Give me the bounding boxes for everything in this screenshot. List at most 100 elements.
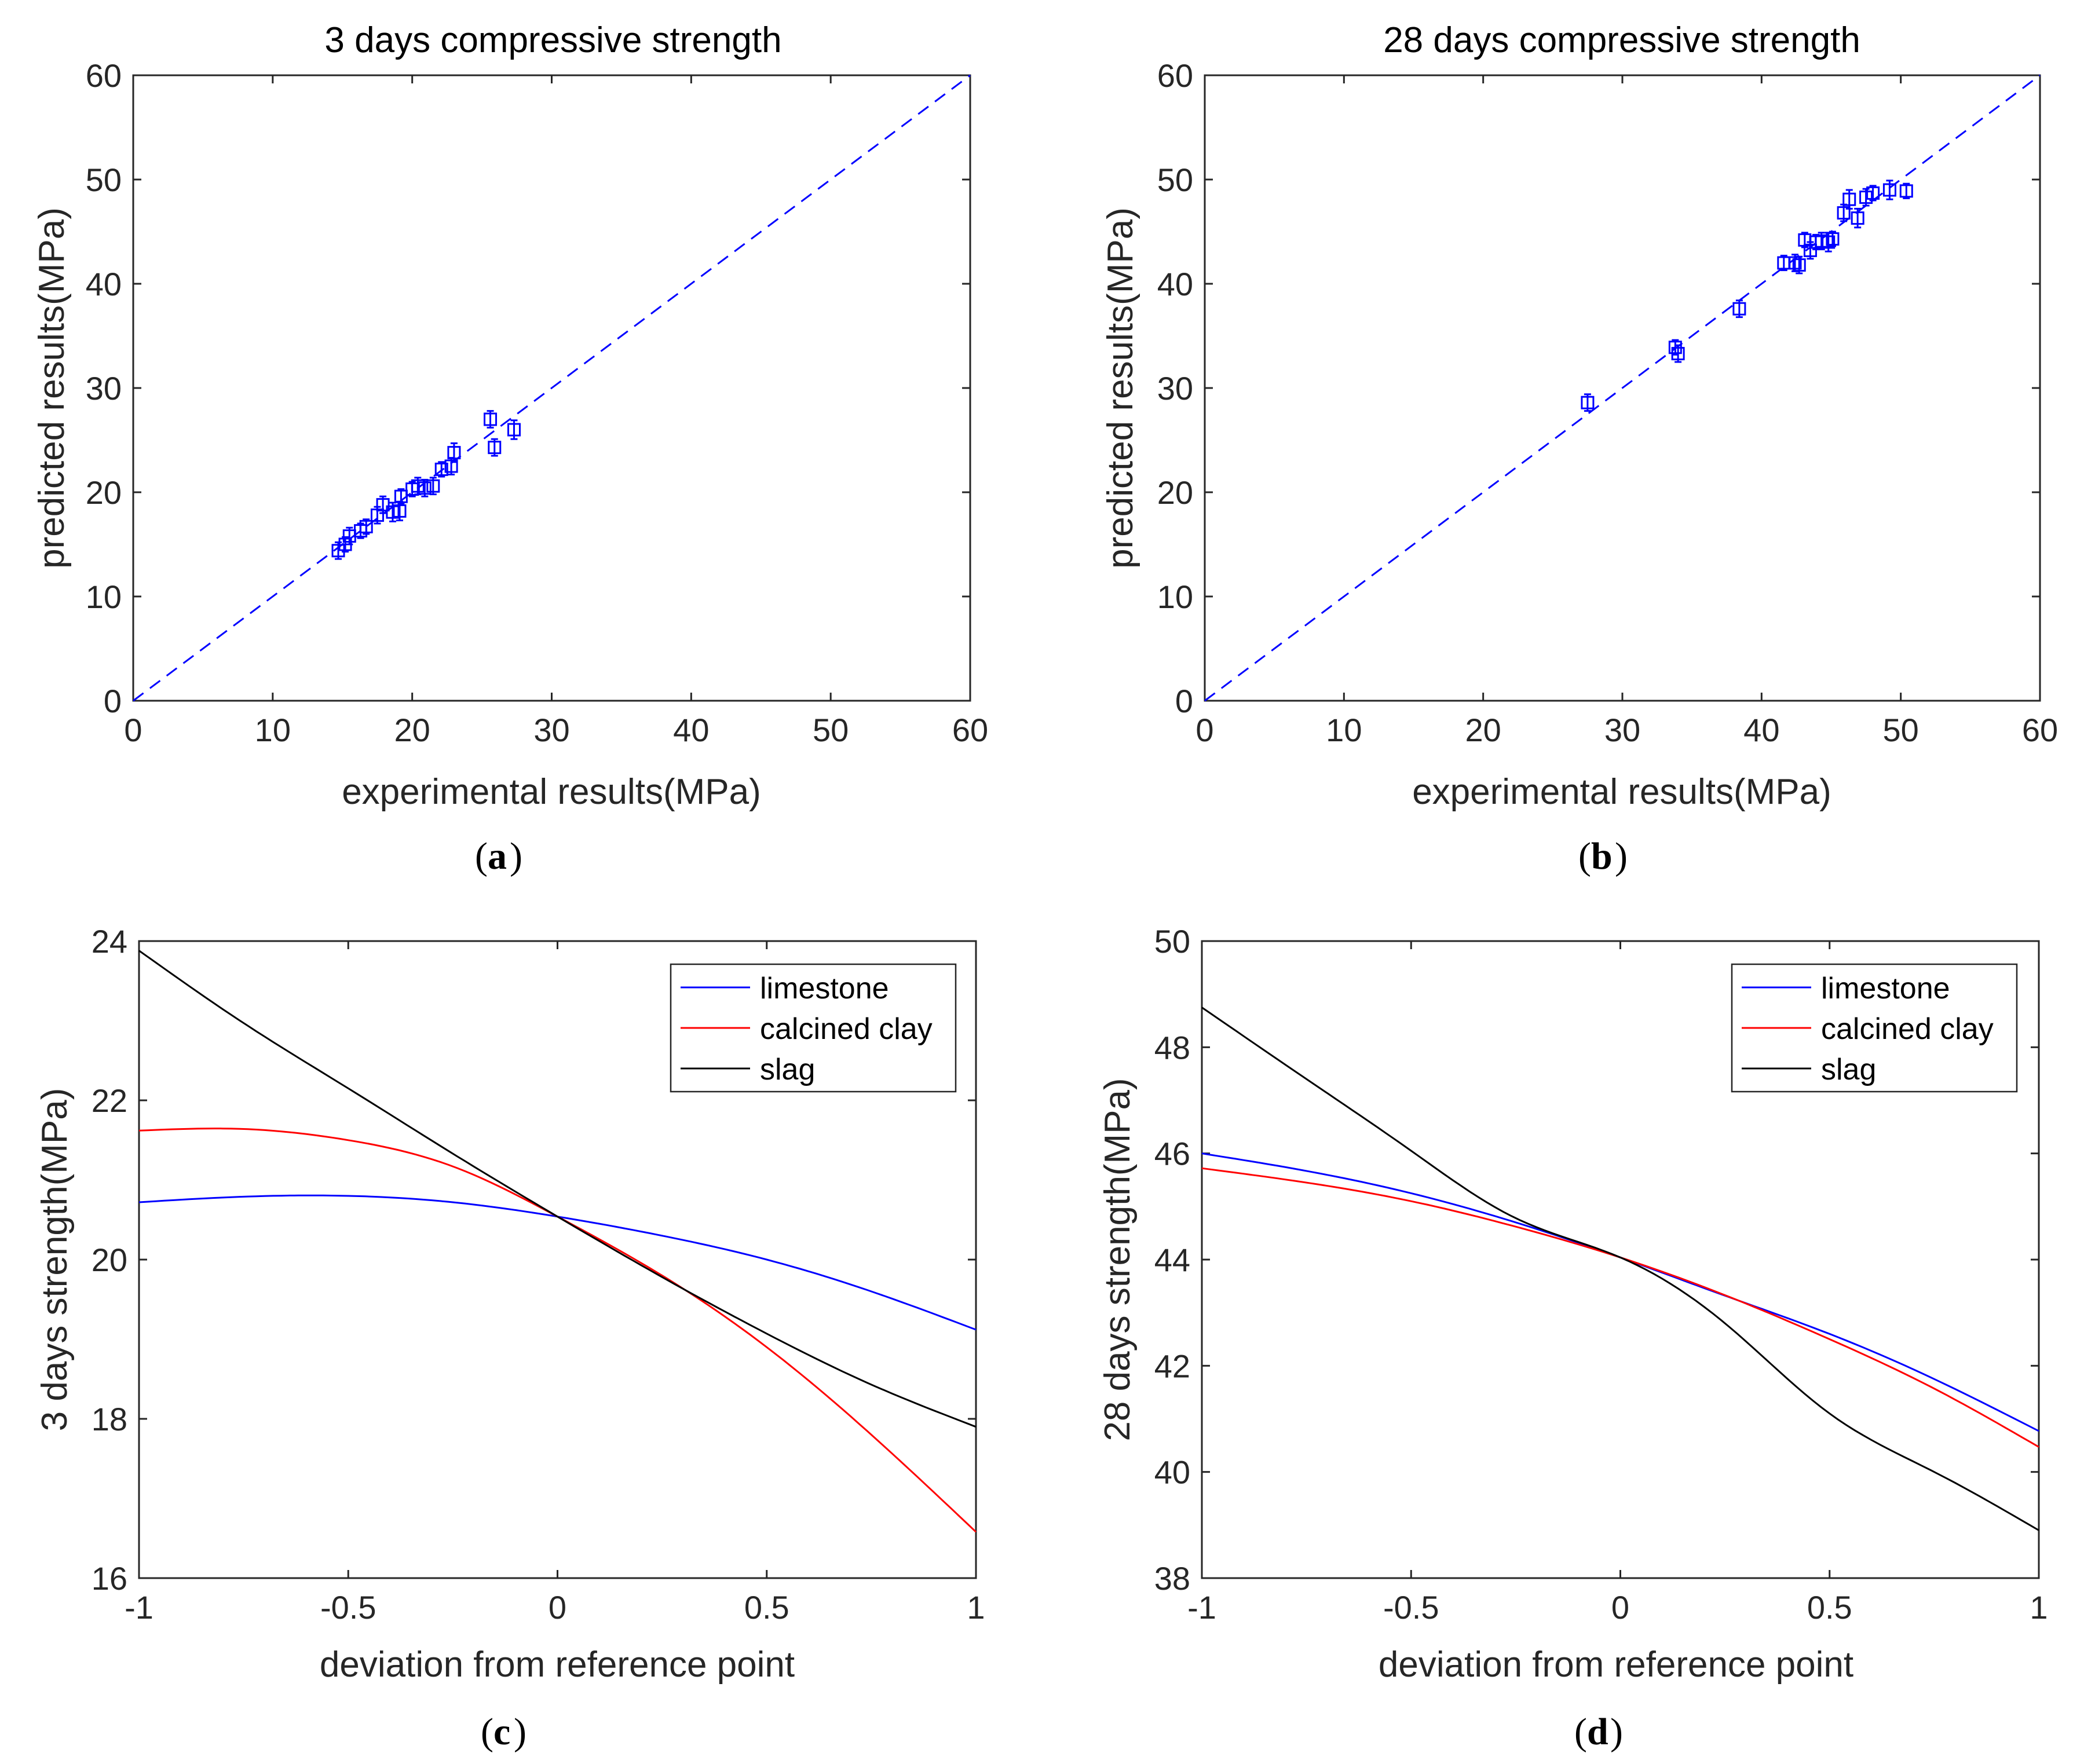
x-tick-label: 0 bbox=[549, 1589, 566, 1626]
data-point bbox=[434, 461, 448, 478]
y-tick-label: 50 bbox=[1157, 162, 1193, 198]
x-tick-label: 60 bbox=[952, 712, 988, 748]
square-marker bbox=[1851, 211, 1864, 225]
panel-c-legend-label-limestone: limestone bbox=[760, 972, 889, 1005]
y-tick-label: 40 bbox=[86, 266, 122, 302]
y-tick-label: 60 bbox=[1157, 57, 1193, 94]
panel-a-caption-letter: a bbox=[488, 835, 507, 877]
series-line-slag bbox=[138, 950, 977, 1428]
square-marker bbox=[1792, 258, 1806, 272]
panel-b-y-axis-label: predicted results(MPa) bbox=[1101, 207, 1140, 569]
y-tick-label: 22 bbox=[92, 1082, 127, 1119]
x-tick-label: 0 bbox=[1611, 1589, 1629, 1626]
data-point bbox=[1581, 393, 1595, 412]
y-tick-label: 40 bbox=[1154, 1454, 1190, 1491]
x-tick-label: -0.5 bbox=[320, 1589, 376, 1626]
x-tick-label: 20 bbox=[394, 712, 430, 748]
x-tick-label: -1 bbox=[125, 1589, 153, 1626]
panel-c-axes-box bbox=[138, 940, 977, 1579]
square-marker bbox=[394, 489, 408, 503]
panel-c-caption-letter: c bbox=[493, 1711, 510, 1753]
panel-c-tick-labels: -1 -0.5 0 0.5 1 16 18 20 22 24 bbox=[92, 923, 985, 1626]
panel-c-caption-open: ( bbox=[481, 1711, 493, 1753]
panel-a-y-axis-label: predicted results(MPa) bbox=[32, 207, 72, 569]
square-marker bbox=[1581, 396, 1595, 409]
square-marker bbox=[386, 505, 400, 519]
data-point bbox=[1859, 188, 1873, 207]
panel-b-caption-close: ) bbox=[1615, 835, 1628, 877]
x-tick-label: 20 bbox=[1465, 712, 1501, 748]
panel-b-x-axis-label: experimental results(MPa) bbox=[1412, 772, 1831, 812]
data-point bbox=[376, 495, 390, 514]
square-marker bbox=[1732, 302, 1746, 316]
data-point bbox=[1732, 299, 1746, 319]
data-point bbox=[1851, 207, 1864, 229]
data-point bbox=[426, 477, 440, 496]
x-tick-label: 10 bbox=[255, 712, 291, 748]
x-tick-label: 1 bbox=[2030, 1589, 2048, 1626]
data-point bbox=[1826, 230, 1840, 247]
data-point bbox=[418, 478, 432, 497]
panel-b-axes-box bbox=[1204, 74, 2041, 702]
panel-c: -1 -0.5 0 0.5 1 16 18 20 22 24 limestone calcined… bbox=[35, 923, 985, 1753]
square-marker bbox=[426, 479, 440, 493]
panel-d-legend-label-limestone: limestone bbox=[1821, 972, 1950, 1005]
x-tick-label: 30 bbox=[1604, 712, 1640, 748]
square-marker bbox=[447, 446, 461, 460]
panel-d-tick-labels: -1 -0.5 0 0.5 1 38 40 42 44 46 48 50 bbox=[1154, 923, 2048, 1626]
y-tick-label: 0 bbox=[104, 683, 122, 719]
x-tick-label: 0.5 bbox=[1807, 1589, 1852, 1626]
panel-c-legend-label-slag: slag bbox=[760, 1053, 815, 1086]
square-marker bbox=[393, 504, 407, 518]
square-marker bbox=[1882, 183, 1896, 197]
square-marker bbox=[1859, 191, 1873, 204]
square-marker bbox=[434, 462, 448, 476]
square-marker bbox=[507, 423, 521, 437]
square-marker bbox=[1826, 232, 1840, 246]
panel-d-caption-open: ( bbox=[1574, 1711, 1587, 1753]
y-tick-label: 0 bbox=[1175, 683, 1193, 719]
y-tick-label: 50 bbox=[1154, 923, 1190, 960]
x-tick-label: 0.5 bbox=[744, 1589, 789, 1626]
reference-line bbox=[133, 74, 971, 702]
y-tick-label: 10 bbox=[1157, 579, 1193, 615]
panel-a-tick-labels: 0 10 20 30 40 50 60 0 10 20 30 40 50 60 bbox=[86, 57, 988, 748]
panel-d-legend-label-slag: slag bbox=[1821, 1053, 1876, 1086]
reference-line bbox=[1204, 74, 2041, 702]
square-marker bbox=[1842, 192, 1856, 206]
data-point bbox=[386, 502, 400, 522]
panel-d: -1 -0.5 0 0.5 1 38 40 42 44 46 48 50 limestone calc… bbox=[1098, 923, 2048, 1753]
panel-d-y-axis-label: 28 days strength(MPa) bbox=[1098, 1078, 1138, 1441]
panel-a-title: 3 days compressive strength bbox=[324, 20, 781, 60]
panel-b: 28 days compressive strength 0 10 20 30 40 50… bbox=[1101, 20, 2058, 877]
panel-c-legend: limestone calcined clay slag bbox=[670, 963, 957, 1093]
square-marker bbox=[444, 459, 458, 473]
y-tick-label: 30 bbox=[86, 370, 122, 407]
panel-a: 3 days compressive strength 0 10 20 30 40 50 6… bbox=[32, 20, 988, 877]
x-tick-label: -0.5 bbox=[1383, 1589, 1439, 1626]
y-tick-label: 16 bbox=[92, 1560, 127, 1597]
panel-d-legend: limestone calcined clay slag bbox=[1731, 963, 2018, 1093]
data-point bbox=[394, 488, 408, 505]
x-tick-label: 10 bbox=[1326, 712, 1362, 748]
panel-b-caption-open: ( bbox=[1578, 835, 1591, 877]
square-marker bbox=[1671, 347, 1685, 361]
square-marker bbox=[484, 412, 498, 426]
data-point bbox=[488, 438, 502, 457]
data-point bbox=[447, 442, 461, 463]
y-tick-label: 40 bbox=[1157, 266, 1193, 302]
square-marker bbox=[411, 479, 425, 493]
data-point bbox=[484, 410, 498, 429]
data-point bbox=[507, 419, 521, 440]
panel-c-caption-close: ) bbox=[514, 1711, 527, 1753]
y-tick-label: 46 bbox=[1154, 1136, 1190, 1172]
y-tick-label: 20 bbox=[92, 1242, 127, 1278]
series-line-slag bbox=[1201, 1007, 2039, 1531]
panel-a-axes-box bbox=[132, 74, 971, 702]
panel-d-axes-box bbox=[1201, 940, 2040, 1579]
square-marker bbox=[1837, 206, 1851, 220]
panel-b-caption-letter: b bbox=[1591, 835, 1613, 877]
data-point bbox=[1842, 189, 1856, 210]
panel-c-y-axis-label: 3 days strength(MPa) bbox=[35, 1088, 75, 1432]
